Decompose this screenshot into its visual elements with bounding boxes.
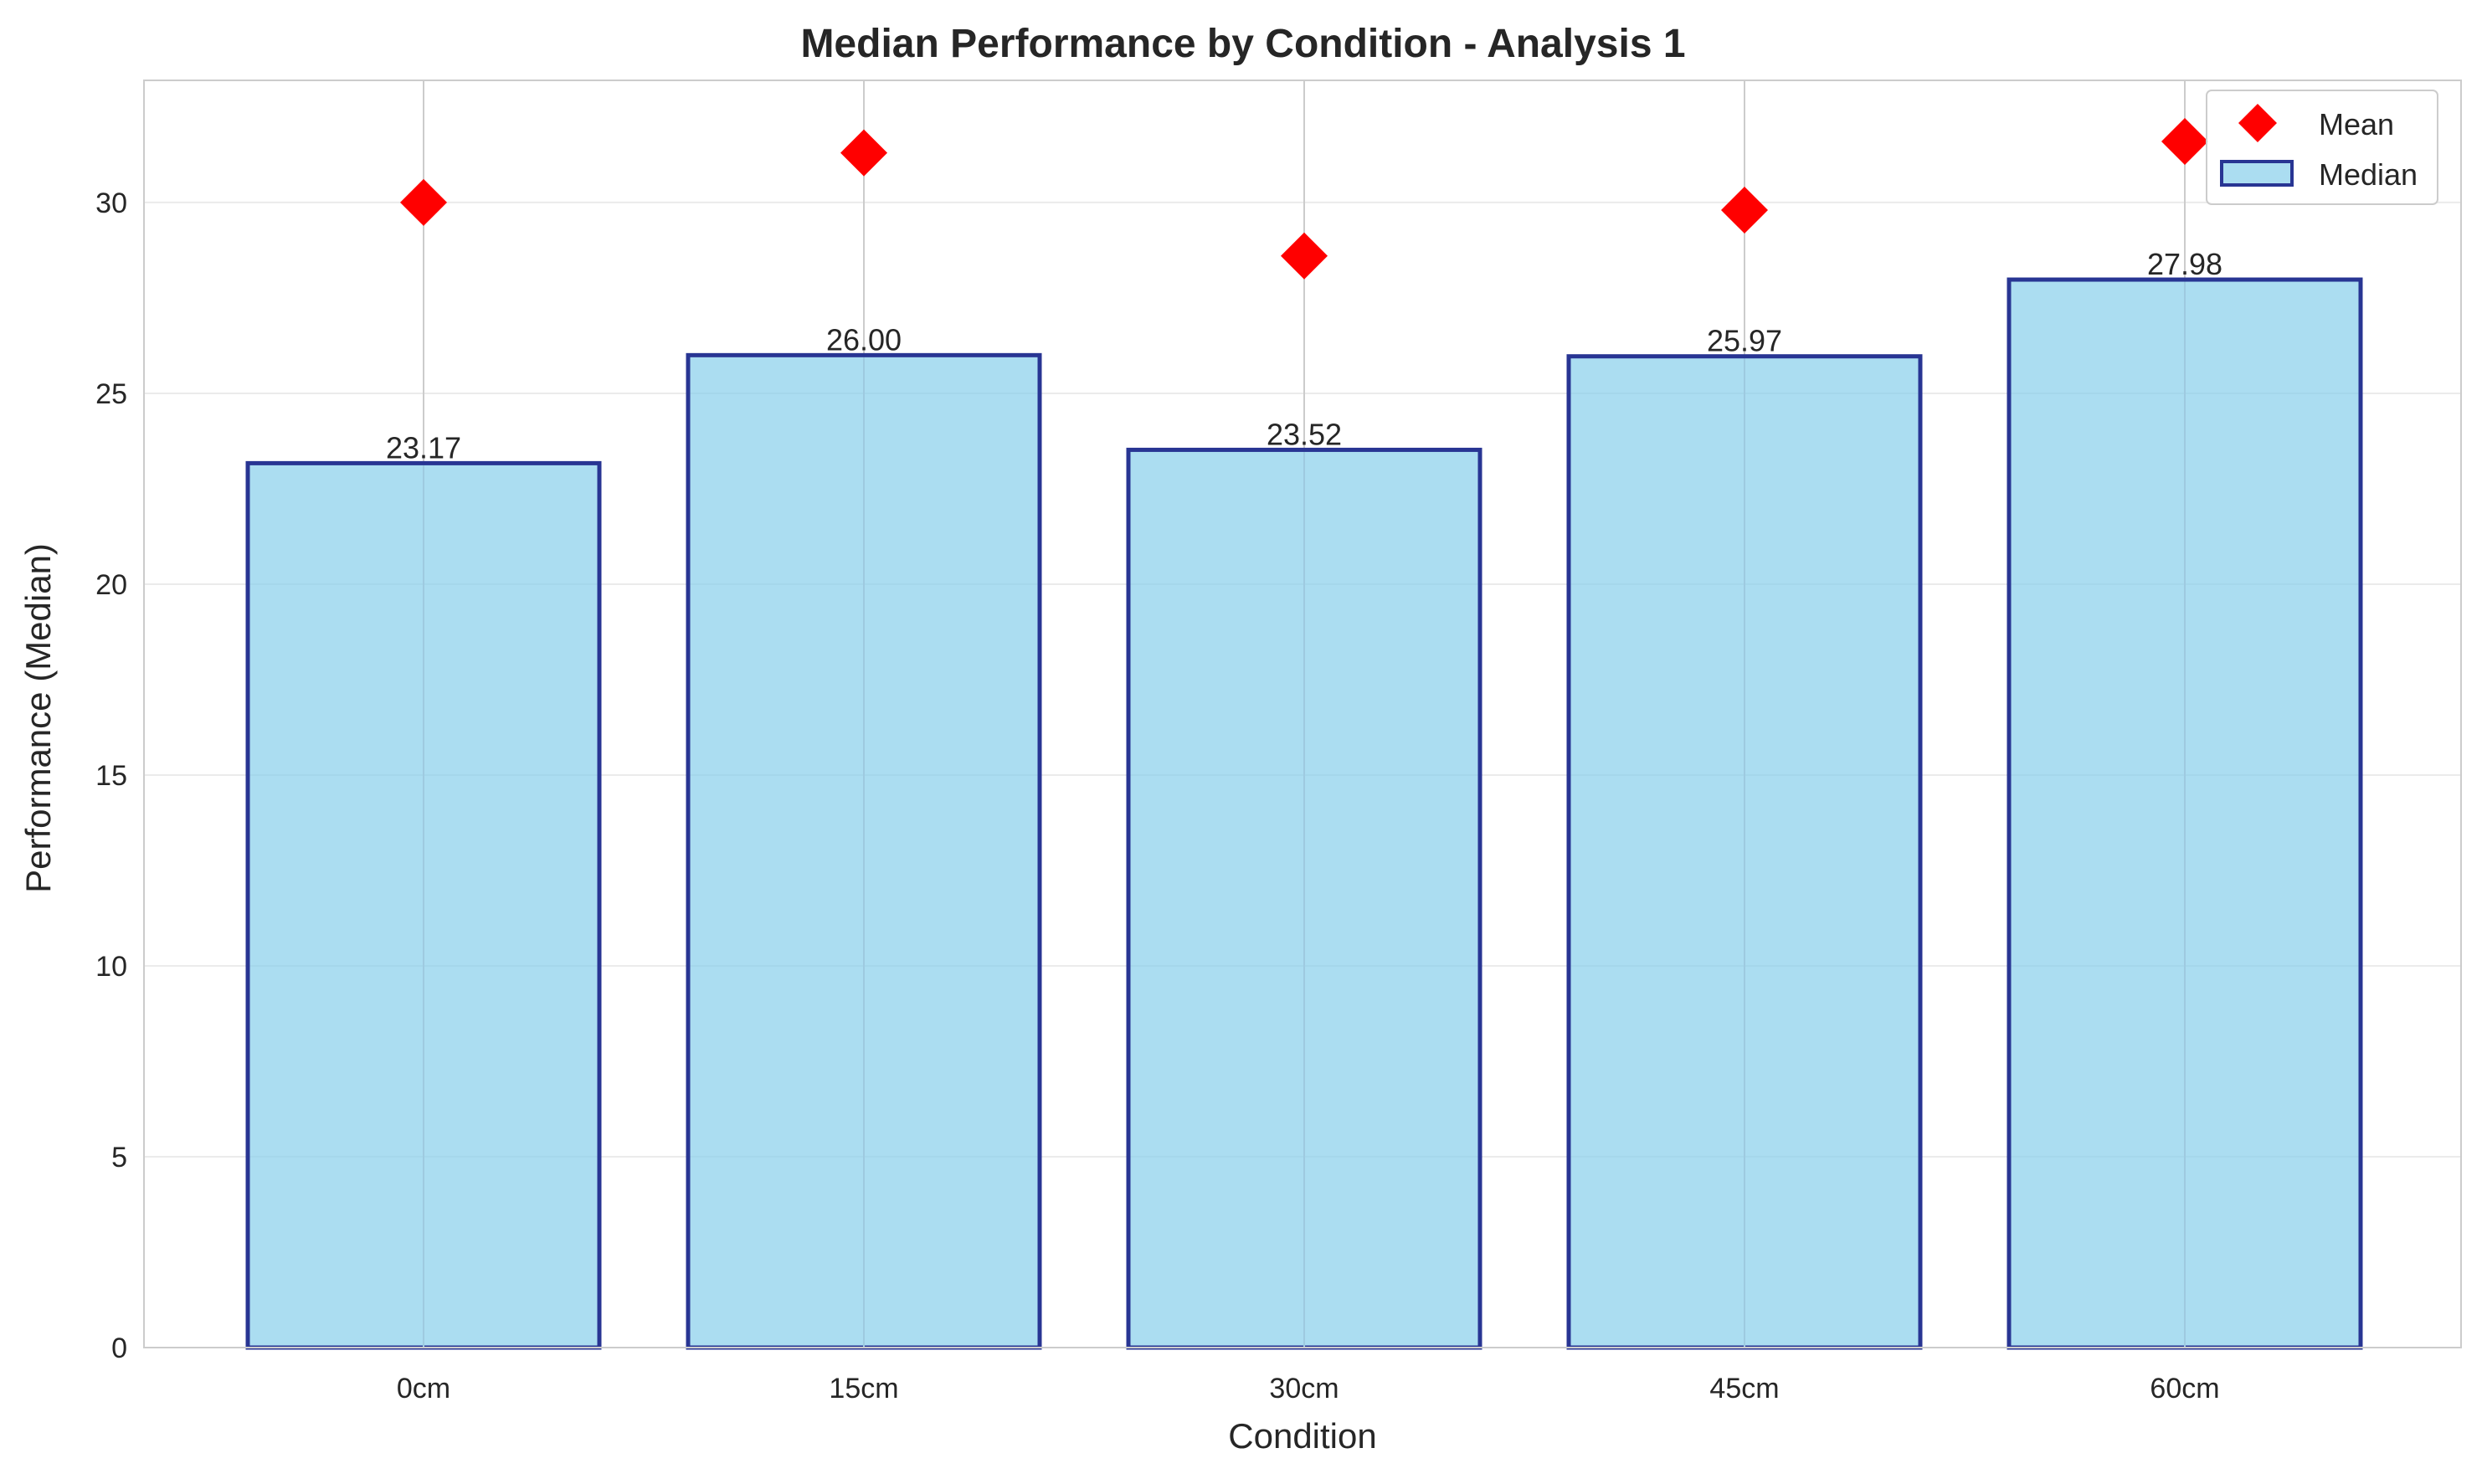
legend[interactable]: Mean Median <box>2206 90 2438 205</box>
marker-layer <box>400 117 2208 280</box>
plot-frame <box>143 80 2462 1348</box>
x-tick-label: 15cm <box>829 1373 898 1404</box>
y-tick-label: 10 <box>95 951 127 983</box>
bar-value-label: 26.00 <box>826 322 902 357</box>
x-tick-label: 30cm <box>1269 1373 1339 1404</box>
mean-marker-45cm[interactable] <box>1721 187 1768 234</box>
bar-layer <box>245 277 2363 1350</box>
mean-marker-0cm[interactable] <box>400 178 447 226</box>
bar-value-label: 23.52 <box>1267 417 1342 451</box>
legend-median-swatch <box>2220 160 2294 187</box>
y-tick-label: 0 <box>111 1333 127 1364</box>
x-axis-title: Condition <box>1228 1416 1376 1456</box>
y-tick-label: 15 <box>95 760 127 792</box>
legend-mean-diamond-icon <box>2238 104 2277 142</box>
y-tick-label: 25 <box>95 378 127 410</box>
x-tick-label: 0cm <box>397 1373 450 1404</box>
bar-value-label: 25.97 <box>1707 324 1782 358</box>
bar-value-label: 23.17 <box>386 430 461 465</box>
x-tick-label: 60cm <box>2150 1373 2219 1404</box>
bar-value-label: 27.98 <box>2147 247 2222 281</box>
x-tick-label: 45cm <box>1709 1373 1779 1404</box>
y-axis-title: Performance (Median) <box>18 543 58 893</box>
mean-marker-15cm[interactable] <box>840 129 887 177</box>
legend-median-label: Median <box>2319 157 2418 192</box>
y-tick-label: 5 <box>111 1142 127 1173</box>
label-layer: 23.17 26.00 23.52 25.97 27.98 <box>386 247 2222 465</box>
y-tick-label: 20 <box>95 569 127 601</box>
y-tick-label: 30 <box>95 187 127 219</box>
legend-mean-label: Mean <box>2319 107 2394 141</box>
chart-title: Median Performance by Condition - Analys… <box>800 22 1685 66</box>
mean-marker-30cm[interactable] <box>1281 232 1328 280</box>
axes-layer: 0 5 10 15 20 25 30 0cm 15cm 30cm 45cm 60cm <box>95 80 2462 1404</box>
mean-marker-60cm[interactable] <box>2161 117 2208 165</box>
